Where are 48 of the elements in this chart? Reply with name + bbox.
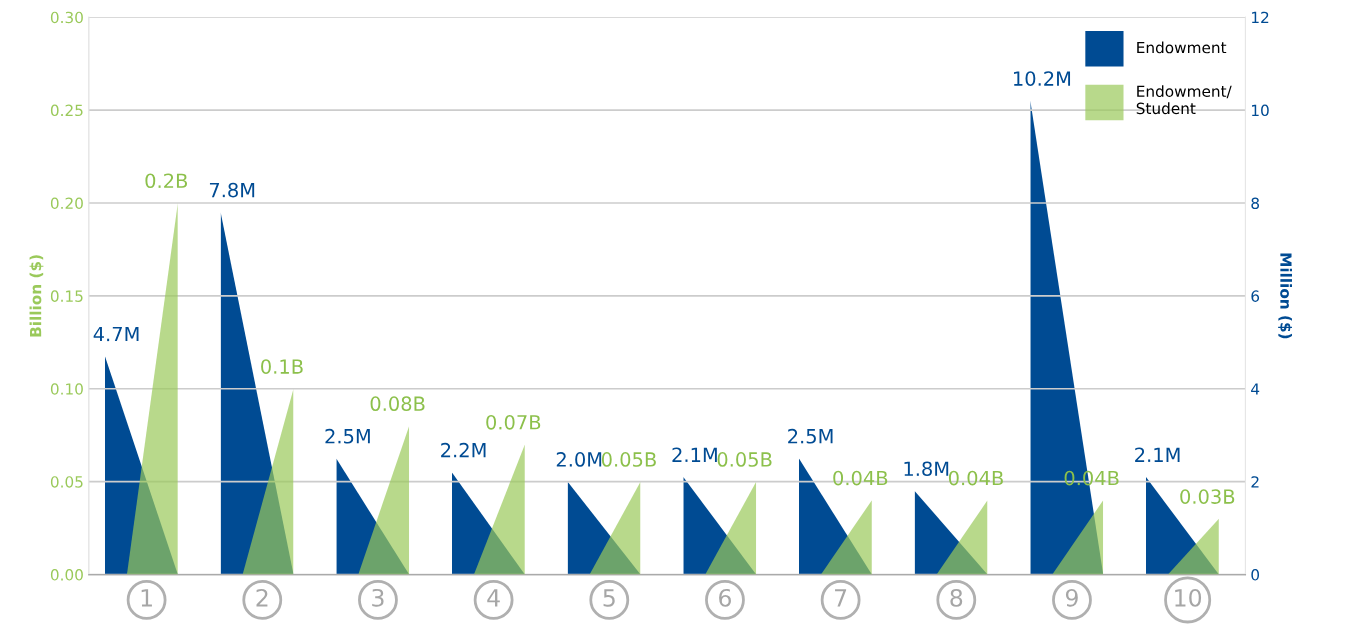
y-tick-label: 0.00 bbox=[50, 569, 83, 581]
x-tick-label: 3 bbox=[372, 588, 384, 607]
x-tick-label: 1 bbox=[141, 589, 152, 607]
y2-axis-title: Million ($) bbox=[1278, 253, 1292, 339]
data-label: 0.04B bbox=[948, 470, 1003, 486]
y2-tick-label: 12 bbox=[1252, 11, 1269, 23]
data-label: 0.2B bbox=[145, 173, 188, 189]
data-label: 1.8M bbox=[904, 461, 949, 477]
x-tick-label: 9 bbox=[1065, 588, 1078, 607]
y2-tick-label: 4 bbox=[1251, 383, 1260, 395]
x-tick-label: 2 bbox=[256, 588, 268, 607]
data-label: 2.0M bbox=[556, 452, 602, 467]
x-tick-label: 8 bbox=[950, 588, 963, 607]
data-label: 2.2M bbox=[441, 442, 486, 458]
y-tick-label: 0.25 bbox=[50, 104, 83, 117]
y-tick-label: 0.30 bbox=[50, 11, 83, 24]
data-label: 0.1B bbox=[261, 359, 303, 374]
data-label: 0.05B bbox=[601, 452, 656, 467]
data-label: 2.5M bbox=[325, 428, 370, 444]
x-tick-label: 6 bbox=[719, 588, 731, 607]
y2-tick-label: 10 bbox=[1252, 104, 1269, 117]
data-label: 7.8M bbox=[209, 182, 255, 198]
data-label: 2.1M bbox=[1135, 447, 1180, 462]
y-tick-label: 0.15 bbox=[50, 290, 83, 302]
data-label: 2.1M bbox=[672, 447, 717, 462]
y-tick-label: 0.05 bbox=[50, 476, 83, 488]
data-label: 2.5M bbox=[788, 428, 833, 444]
data-label: 0.03B bbox=[1180, 489, 1235, 504]
y-tick-label: 0.10 bbox=[50, 383, 83, 395]
y2-tick-label: 6 bbox=[1251, 290, 1260, 302]
y2-tick-label: 2 bbox=[1251, 476, 1259, 488]
data-label: 0.04B bbox=[1064, 470, 1119, 486]
y2-tick-label: 0 bbox=[1251, 569, 1260, 581]
data-label: 0.07B bbox=[486, 414, 541, 430]
y-tick-label: 0.20 bbox=[50, 197, 83, 210]
data-label: 10.2M bbox=[1013, 71, 1071, 86]
y-axis-title: Billion ($) bbox=[29, 255, 44, 337]
x-tick-label: 10 bbox=[1175, 588, 1202, 607]
legend-label: Endowment bbox=[1137, 41, 1227, 54]
x-tick-label: 5 bbox=[603, 589, 615, 607]
y2-tick-label: 8 bbox=[1251, 197, 1260, 210]
x-tick-label: 7 bbox=[835, 589, 847, 607]
data-label: 0.04B bbox=[833, 470, 888, 486]
data-label: 4.7M bbox=[93, 326, 139, 342]
legend-label: Endowment/ Student bbox=[1136, 85, 1232, 115]
data-label: 0.05B bbox=[717, 452, 772, 467]
data-label: 0.08B bbox=[370, 396, 425, 412]
x-tick-label: 4 bbox=[487, 589, 500, 607]
